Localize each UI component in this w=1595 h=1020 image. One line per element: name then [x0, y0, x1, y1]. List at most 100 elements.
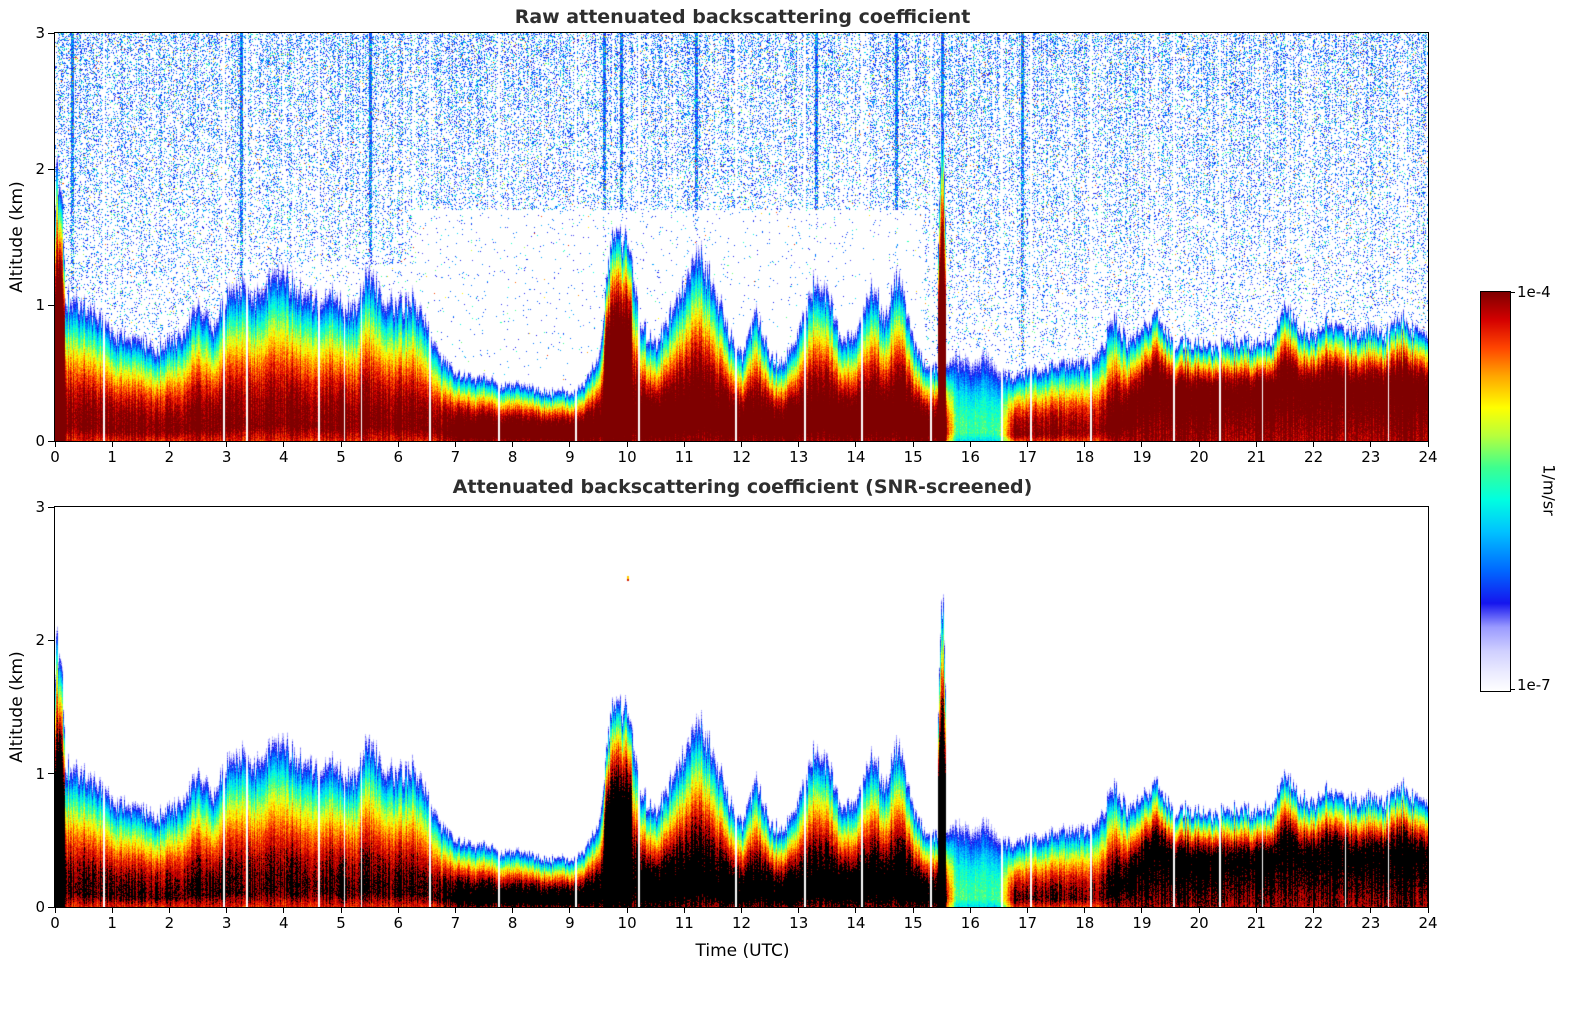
x-tick-mark — [512, 907, 514, 913]
x-tick-mark — [454, 441, 456, 447]
x-tick-mark — [683, 907, 685, 913]
x-tick-label: 20 — [1189, 914, 1209, 932]
y-tick-mark — [48, 906, 54, 908]
x-tick-label: 2 — [164, 914, 175, 932]
x-tick-label: 15 — [903, 448, 923, 466]
y-tick-label: 2 — [35, 160, 45, 178]
x-tick-label: 17 — [1017, 914, 1038, 932]
raw-heatmap-canvas — [55, 33, 1428, 441]
x-tick-mark — [1313, 907, 1315, 913]
x-tick-label: 16 — [960, 448, 980, 466]
x-tick-label: 9 — [565, 914, 575, 932]
x-tick-mark — [283, 907, 285, 913]
colorbar — [1480, 291, 1511, 692]
x-tick-label: 12 — [731, 448, 752, 466]
x-tick-label: 13 — [789, 914, 809, 932]
colorbar-max-label: 1e-4 — [1517, 283, 1551, 301]
panel-screened-title: Attenuated backscattering coefficient (S… — [452, 476, 1033, 498]
x-tick-mark — [454, 907, 456, 913]
x-tick-mark — [1255, 907, 1257, 913]
y-tick-label: 3 — [35, 24, 45, 42]
x-tick-mark — [741, 907, 742, 913]
x-tick-mark — [1027, 441, 1029, 447]
x-tick-mark — [168, 441, 170, 447]
x-tick-label: 4 — [279, 448, 289, 466]
x-tick-label: 0 — [50, 914, 60, 932]
x-tick-label: 10 — [617, 448, 637, 466]
x-tick-label: 9 — [565, 448, 575, 466]
panel-screened-plot — [54, 506, 1429, 908]
x-tick-mark — [1027, 907, 1029, 913]
x-tick-label: 22 — [1304, 914, 1324, 932]
x-tick-mark — [54, 441, 56, 447]
x-tick-label: 19 — [1132, 448, 1152, 466]
x-tick-mark — [340, 907, 342, 913]
x-tick-mark — [283, 441, 285, 447]
y-axis-label-screened: Altitude (km) — [7, 651, 27, 763]
x-tick-label: 8 — [507, 448, 518, 466]
x-tick-mark — [1198, 907, 1200, 913]
x-tick-label: 24 — [1418, 448, 1438, 466]
x-tick-mark — [741, 441, 742, 447]
x-tick-label: 16 — [960, 914, 980, 932]
x-tick-label: 23 — [1361, 914, 1381, 932]
x-tick-mark — [397, 907, 399, 913]
x-tick-label: 15 — [903, 914, 923, 932]
x-tick-mark — [1141, 441, 1143, 447]
x-tick-mark — [512, 441, 514, 447]
y-tick-mark — [48, 32, 54, 34]
x-tick-mark — [912, 907, 914, 913]
x-tick-label: 3 — [221, 448, 232, 466]
x-tick-label: 8 — [507, 914, 518, 932]
x-tick-mark — [226, 441, 228, 447]
x-tick-mark — [626, 907, 628, 913]
x-tick-label: 21 — [1246, 448, 1266, 466]
x-tick-mark — [54, 907, 56, 913]
x-tick-label: 23 — [1361, 448, 1381, 466]
y-tick-mark — [48, 440, 54, 442]
x-tick-label: 2 — [164, 448, 175, 466]
screened-heatmap-canvas — [55, 507, 1428, 907]
x-tick-label: 24 — [1418, 914, 1438, 932]
y-tick-mark — [48, 639, 54, 641]
x-tick-label: 13 — [789, 448, 809, 466]
x-tick-mark — [1084, 441, 1086, 447]
x-tick-mark — [1427, 441, 1429, 447]
x-tick-mark — [226, 907, 228, 913]
x-tick-label: 1 — [107, 448, 117, 466]
x-tick-label: 7 — [450, 914, 461, 932]
colorbar-max-tick — [1510, 291, 1515, 293]
x-tick-label: 22 — [1304, 448, 1324, 466]
x-tick-mark — [969, 441, 971, 447]
y-tick-label: 0 — [35, 432, 45, 450]
x-tick-label: 18 — [1075, 914, 1095, 932]
x-tick-mark — [1427, 907, 1429, 913]
x-tick-mark — [969, 907, 971, 913]
y-tick-mark — [48, 773, 54, 775]
y-axis-label-raw: Altitude (km) — [7, 181, 27, 293]
y-tick-label: 2 — [35, 631, 45, 650]
x-tick-label: 17 — [1017, 448, 1038, 466]
y-tick-label: 3 — [35, 498, 45, 516]
x-tick-mark — [855, 907, 857, 913]
x-tick-mark — [111, 441, 113, 447]
x-tick-mark — [1313, 441, 1315, 447]
y-tick-mark — [48, 168, 54, 170]
x-tick-mark — [1255, 441, 1257, 447]
panel-raw-title: Raw attenuated backscattering coefficien… — [514, 6, 971, 28]
x-tick-label: 4 — [279, 914, 289, 932]
x-tick-mark — [569, 907, 571, 913]
x-axis-label: Time (UTC) — [695, 941, 790, 961]
x-tick-mark — [683, 441, 685, 447]
x-tick-label: 11 — [674, 448, 694, 466]
x-tick-label: 6 — [393, 448, 404, 466]
x-tick-mark — [855, 441, 857, 447]
x-tick-label: 10 — [617, 914, 637, 932]
x-tick-mark — [798, 907, 800, 913]
x-tick-label: 6 — [393, 914, 404, 932]
x-tick-label: 18 — [1075, 448, 1095, 466]
panel-raw-plot — [54, 32, 1429, 442]
x-tick-label: 19 — [1132, 914, 1152, 932]
y-tick-label: 1 — [35, 296, 45, 314]
